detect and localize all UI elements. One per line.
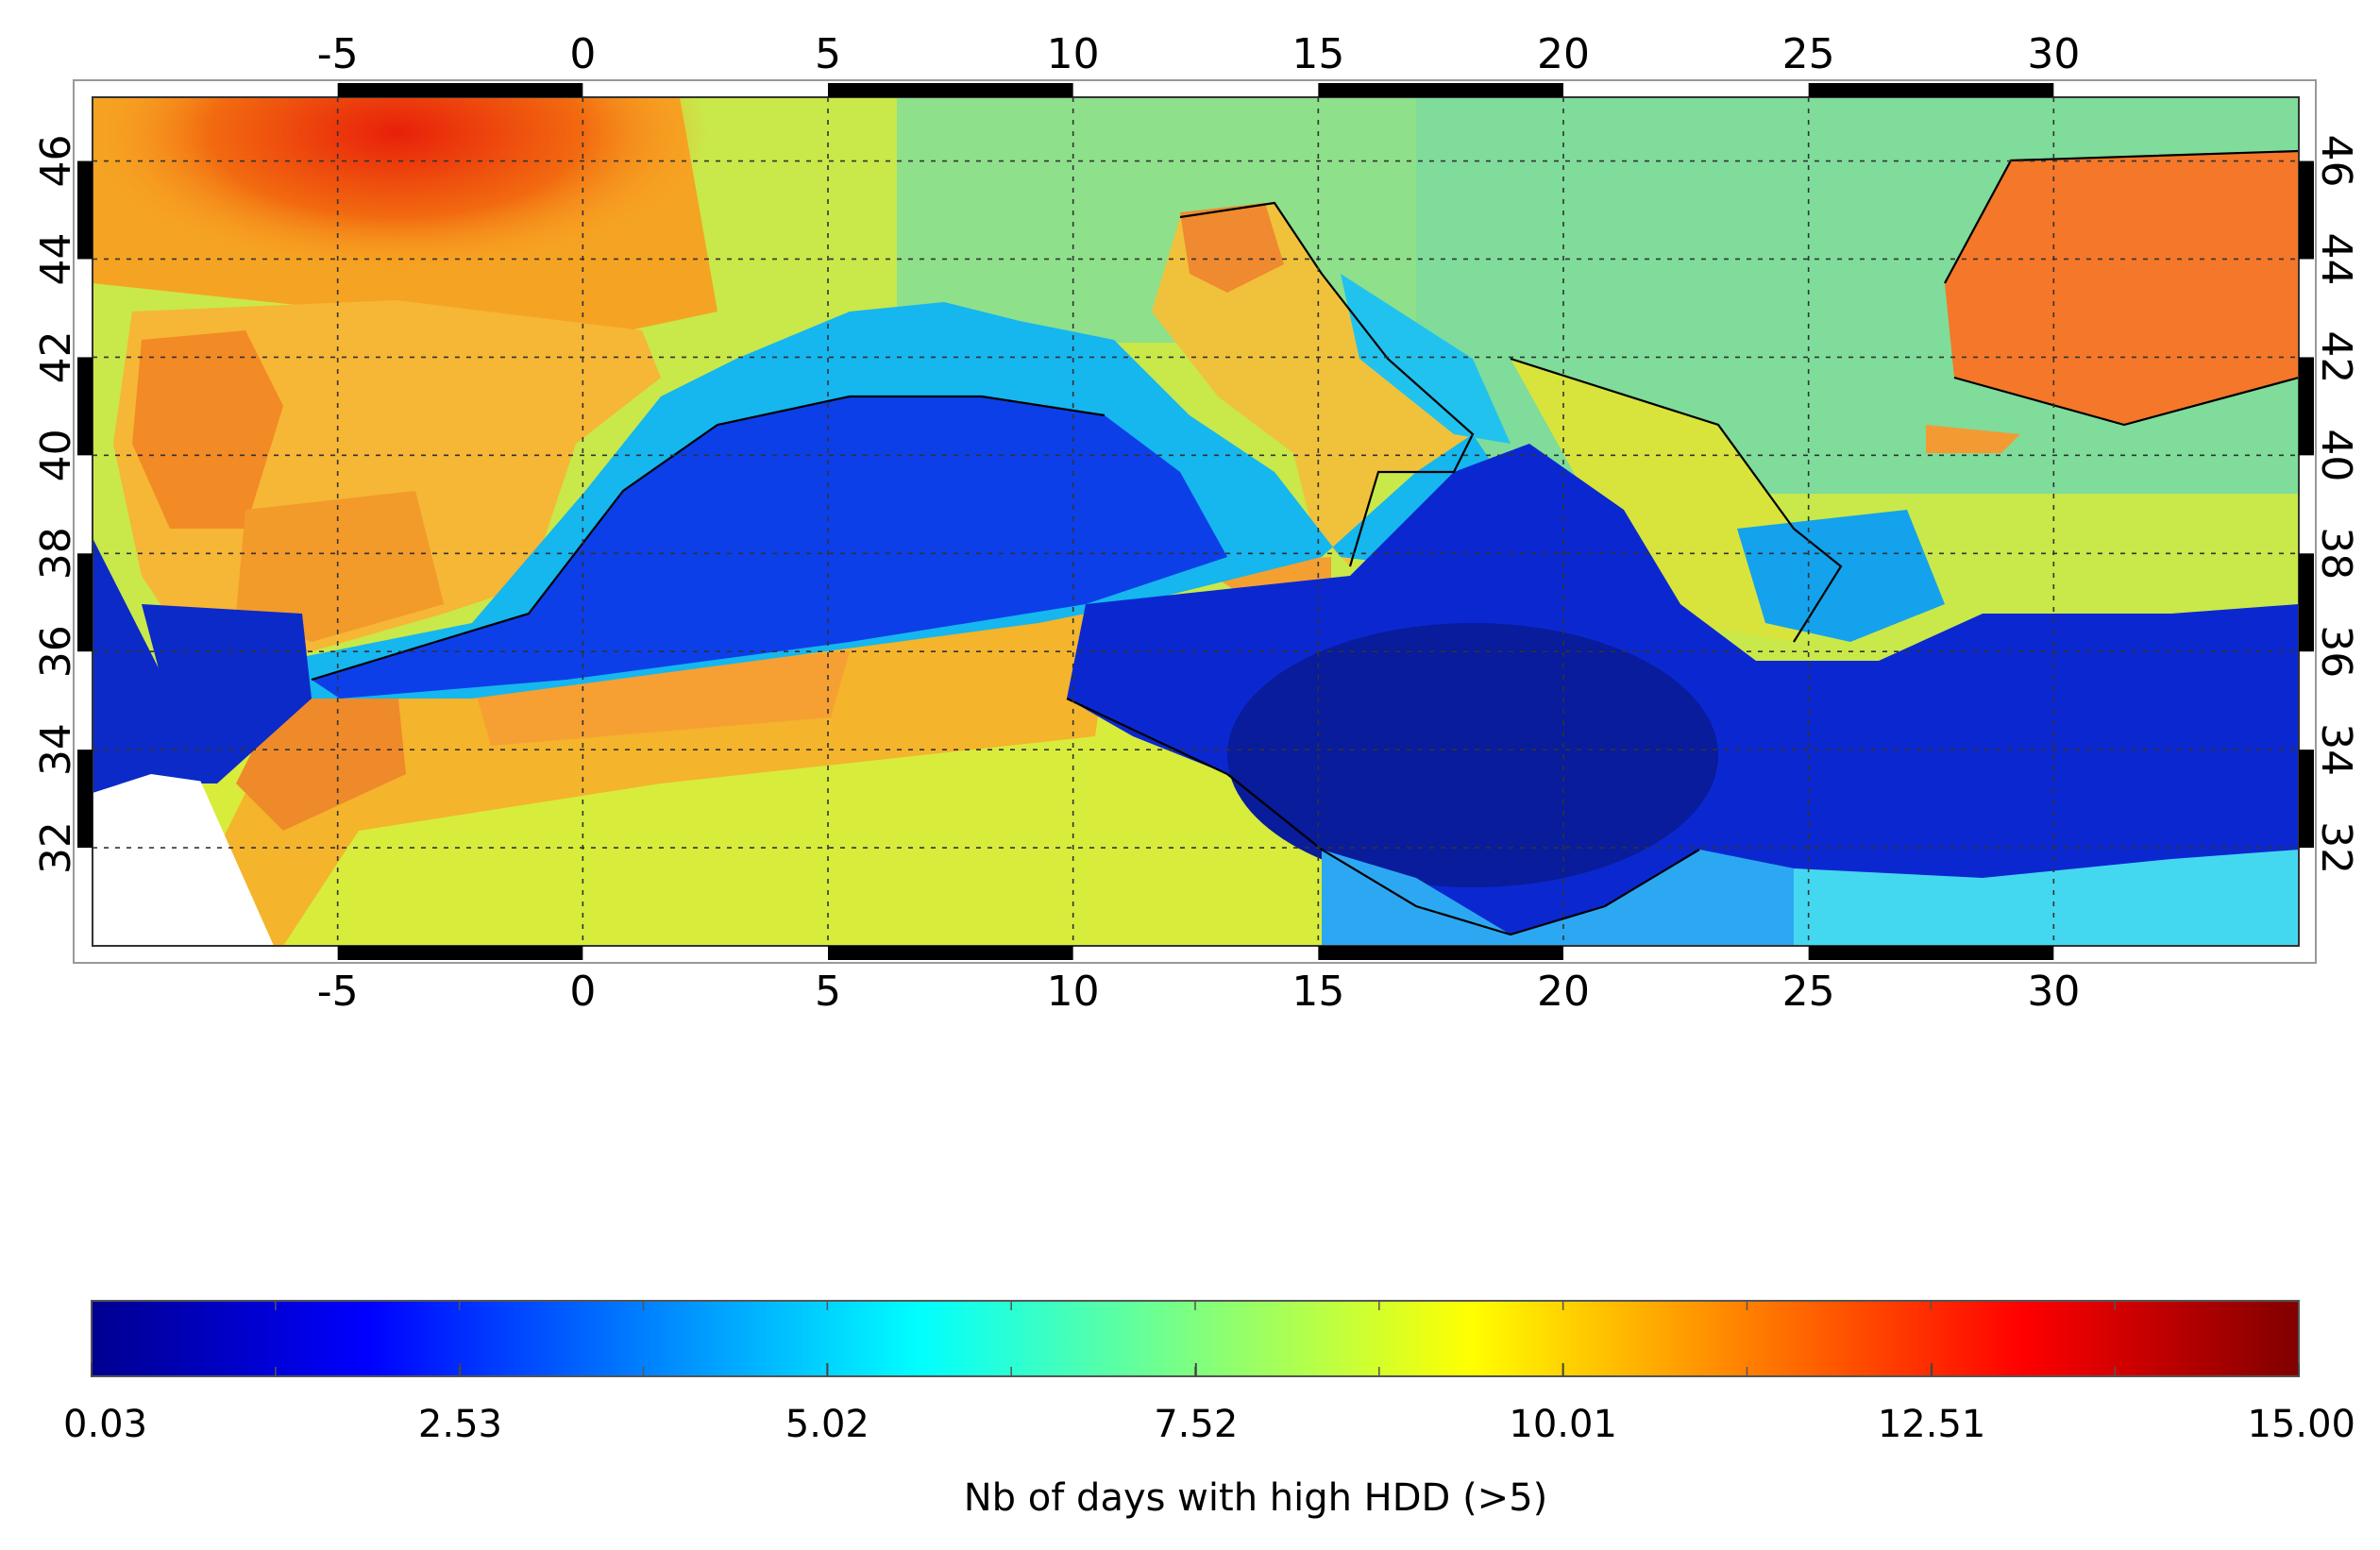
lon-tick-label-bottom: 0	[569, 968, 596, 1016]
colorbar-tick-label: 10.01	[1509, 1403, 1617, 1446]
map-panel: -5 0 5 10 15 20 25 30 -5 0 5 10 15 20 25 30 32 34 36 38 40…	[32, 30, 2360, 1016]
graticule	[93, 97, 2299, 946]
lon-tick-label-top: 30	[2027, 30, 2080, 78]
colorbar-tick-label: 5.02	[785, 1403, 869, 1446]
lat-axis-left: 32 34 36 38 40 42 44 46	[32, 135, 80, 875]
edge-bar-left	[77, 357, 93, 456]
edge-bar-top	[1808, 83, 2054, 97]
edge-bar-top	[337, 83, 583, 97]
lon-tick-label-top: 0	[569, 30, 596, 78]
lon-tick-label-top: 10	[1047, 30, 1100, 78]
lon-tick-label-top: -5	[317, 30, 359, 78]
lat-tick-label-left: 38	[32, 527, 80, 580]
edge-bar-right	[2299, 357, 2314, 456]
lat-tick-label-right: 38	[2312, 527, 2360, 580]
colorbar-tick-label: 15.00	[2247, 1403, 2355, 1446]
edge-bar-left	[77, 160, 93, 260]
lon-tick-label-bottom: 5	[815, 968, 841, 1016]
lat-tick-label-right: 44	[2312, 232, 2360, 285]
lon-axis-bottom: -5 0 5 10 15 20 25 30	[317, 968, 2081, 1016]
lon-tick-label-top: 20	[1537, 30, 1590, 78]
lon-tick-label-bottom: 25	[1782, 968, 1835, 1016]
map-border	[73, 79, 2317, 964]
edge-bar-top	[1318, 83, 1563, 97]
lat-tick-label-left: 44	[32, 232, 80, 285]
colorbar: 0.03 2.53 5.02 7.52 10.01 12.51 15.00 Nb of da…	[63, 1300, 2355, 1520]
lat-tick-label-right: 42	[2312, 330, 2360, 383]
edge-bar-bottom	[1808, 946, 2054, 960]
lat-tick-label-left: 46	[32, 135, 80, 188]
colorbar-tick-label: 7.52	[1154, 1403, 1238, 1446]
lat-tick-label-left: 40	[32, 429, 80, 481]
lon-tick-label-bottom: -5	[317, 968, 359, 1016]
map-edge-bars	[77, 83, 2314, 960]
map-frame	[92, 96, 2300, 947]
lat-tick-label-right: 40	[2312, 429, 2360, 481]
lon-tick-label-bottom: 30	[2027, 968, 2080, 1016]
lon-tick-label-top: 15	[1291, 30, 1344, 78]
edge-bar-bottom	[1318, 946, 1563, 960]
colorbar-ticks: 0.03 2.53 5.02 7.52 10.01 12.51 15.00	[63, 1363, 2355, 1446]
lon-tick-label-top: 25	[1782, 30, 1835, 78]
lat-tick-label-left: 34	[32, 723, 80, 776]
edge-bar-left	[77, 553, 93, 652]
lat-axis-right: 32 34 36 38 40 42 44 46	[2312, 135, 2360, 875]
edge-bar-bottom	[337, 946, 583, 960]
colorbar-label: Nb of days with high HDD (>5)	[964, 1476, 1548, 1520]
lat-tick-label-left: 42	[32, 330, 80, 383]
lon-tick-label-bottom: 20	[1537, 968, 1590, 1016]
lon-tick-label-top: 5	[815, 30, 841, 78]
edge-bar-bottom	[828, 946, 1073, 960]
edge-bar-right	[2299, 160, 2314, 260]
lat-tick-label-right: 36	[2312, 625, 2360, 678]
lon-tick-label-bottom: 10	[1047, 968, 1100, 1016]
edge-bar-top	[828, 83, 1073, 97]
map-field	[93, 97, 2299, 946]
edge-bar-left	[77, 750, 93, 849]
lat-tick-label-right: 34	[2312, 723, 2360, 776]
lon-axis-top: -5 0 5 10 15 20 25 30	[317, 30, 2081, 78]
colorbar-tick-label: 12.51	[1878, 1403, 1986, 1446]
lon-tick-label-bottom: 15	[1291, 968, 1344, 1016]
colorbar-tick-label: 2.53	[418, 1403, 502, 1446]
lat-tick-label-left: 36	[32, 625, 80, 678]
colorbar-tick-label: 0.03	[63, 1403, 147, 1446]
lat-tick-label-left: 32	[32, 821, 80, 874]
lat-tick-label-right: 32	[2312, 821, 2360, 874]
edge-bar-right	[2299, 750, 2314, 849]
edge-bar-right	[2299, 553, 2314, 652]
lat-tick-label-right: 46	[2312, 135, 2360, 188]
